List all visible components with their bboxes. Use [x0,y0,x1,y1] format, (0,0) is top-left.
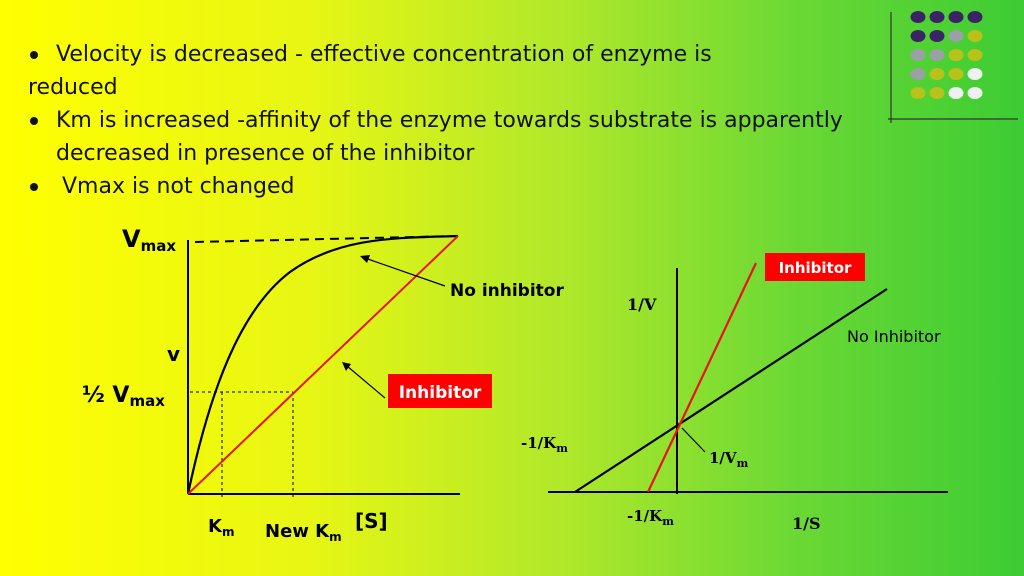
bullet-velocity: Velocity is decreased - effective concen… [28,38,928,71]
deco-dot [929,11,945,23]
inhibitor-label: Inhibitor [399,383,482,403]
no-inhibitor-arrowhead [360,255,370,263]
intercept-pointer [681,427,706,453]
bullet-km: Km is increased -affinity of the enzyme … [28,104,928,170]
inhibitor-badge [765,253,865,281]
km-label: Km [208,516,234,539]
decorative-dot-grid [888,11,1018,123]
deco-dot [948,49,964,61]
bullet-dot [30,51,38,59]
half-vmax-label: ½ Vmax [82,383,165,410]
no-inhibitor-pointer [364,257,446,287]
deco-dot [910,87,926,99]
no-inhibitor-curve [186,234,459,495]
bullet-text: Velocity is decreased - effective concen… [56,42,712,67]
bullet-dot [30,117,38,125]
neg-km-left-label: -1/Km [521,434,568,455]
no-inhibitor-label: No Inhibitor [847,327,941,346]
new-km-label: New Km [265,521,342,544]
bullet-list: Velocity is decreased - effective concen… [28,38,928,203]
bullet-dot [30,183,38,191]
deco-dot [967,87,983,99]
bullet-text-line2: decreased in presence of the inhibitor [56,141,475,166]
deco-dot [910,68,926,80]
x-axis-label: 1/S [792,514,821,533]
bullet-text-line1: Km is increased -affinity of the enzyme … [56,108,843,133]
substrate-axis-label: [S] [355,509,388,533]
deco-dot [967,68,983,80]
deco-dot [967,11,983,23]
deco-dot [910,30,926,42]
inhibitor-arrowhead [342,362,351,371]
deco-dot [910,49,926,61]
y-axis-label: 1/V [627,295,657,314]
bullet-text: Km is increased -affinity of the enzyme … [56,104,843,170]
deco-dot [929,49,945,61]
no-inhibitor-label: No inhibitor [450,281,564,301]
deco-dot [929,30,945,42]
michaelis-menten-graph: Vmax v ½ Vmax Km New Km [S] No inhibitor… [82,225,564,544]
neg-km-bottom-label: -1/Km [627,507,674,528]
inhibitor-badge [388,374,492,408]
deco-dot [948,87,964,99]
inhibitor-pointer [346,365,386,399]
vmax-label: Vmax [122,225,176,255]
lineweaver-burk-graph: Inhibitor No Inhibitor 1/V 1/S -1/Km -1/… [521,253,948,533]
inhibitor-line [187,235,459,495]
no-inhibitor-line [574,288,888,493]
deco-dot [929,87,945,99]
deco-dots [910,11,983,99]
deco-dot [948,68,964,80]
deco-dot [929,68,945,80]
deco-dot [948,30,964,42]
bullet-vmax: Vmax is not changed [28,170,928,203]
bullet-continuation: reduced [28,75,118,100]
deco-dot [967,49,983,61]
inhibitor-label: Inhibitor [779,259,852,277]
inhibitor-line [647,262,757,493]
bullet-text: Vmax is not changed [62,174,295,199]
inverse-vm-label: 1/Vm [709,449,749,470]
deco-dot [910,11,926,23]
deco-dot [948,11,964,23]
deco-dot [967,30,983,42]
v-axis-label: v [167,342,180,366]
